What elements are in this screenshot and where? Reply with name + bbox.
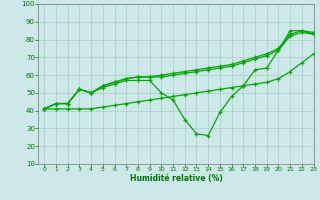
X-axis label: Humidité relative (%): Humidité relative (%) <box>130 174 222 183</box>
